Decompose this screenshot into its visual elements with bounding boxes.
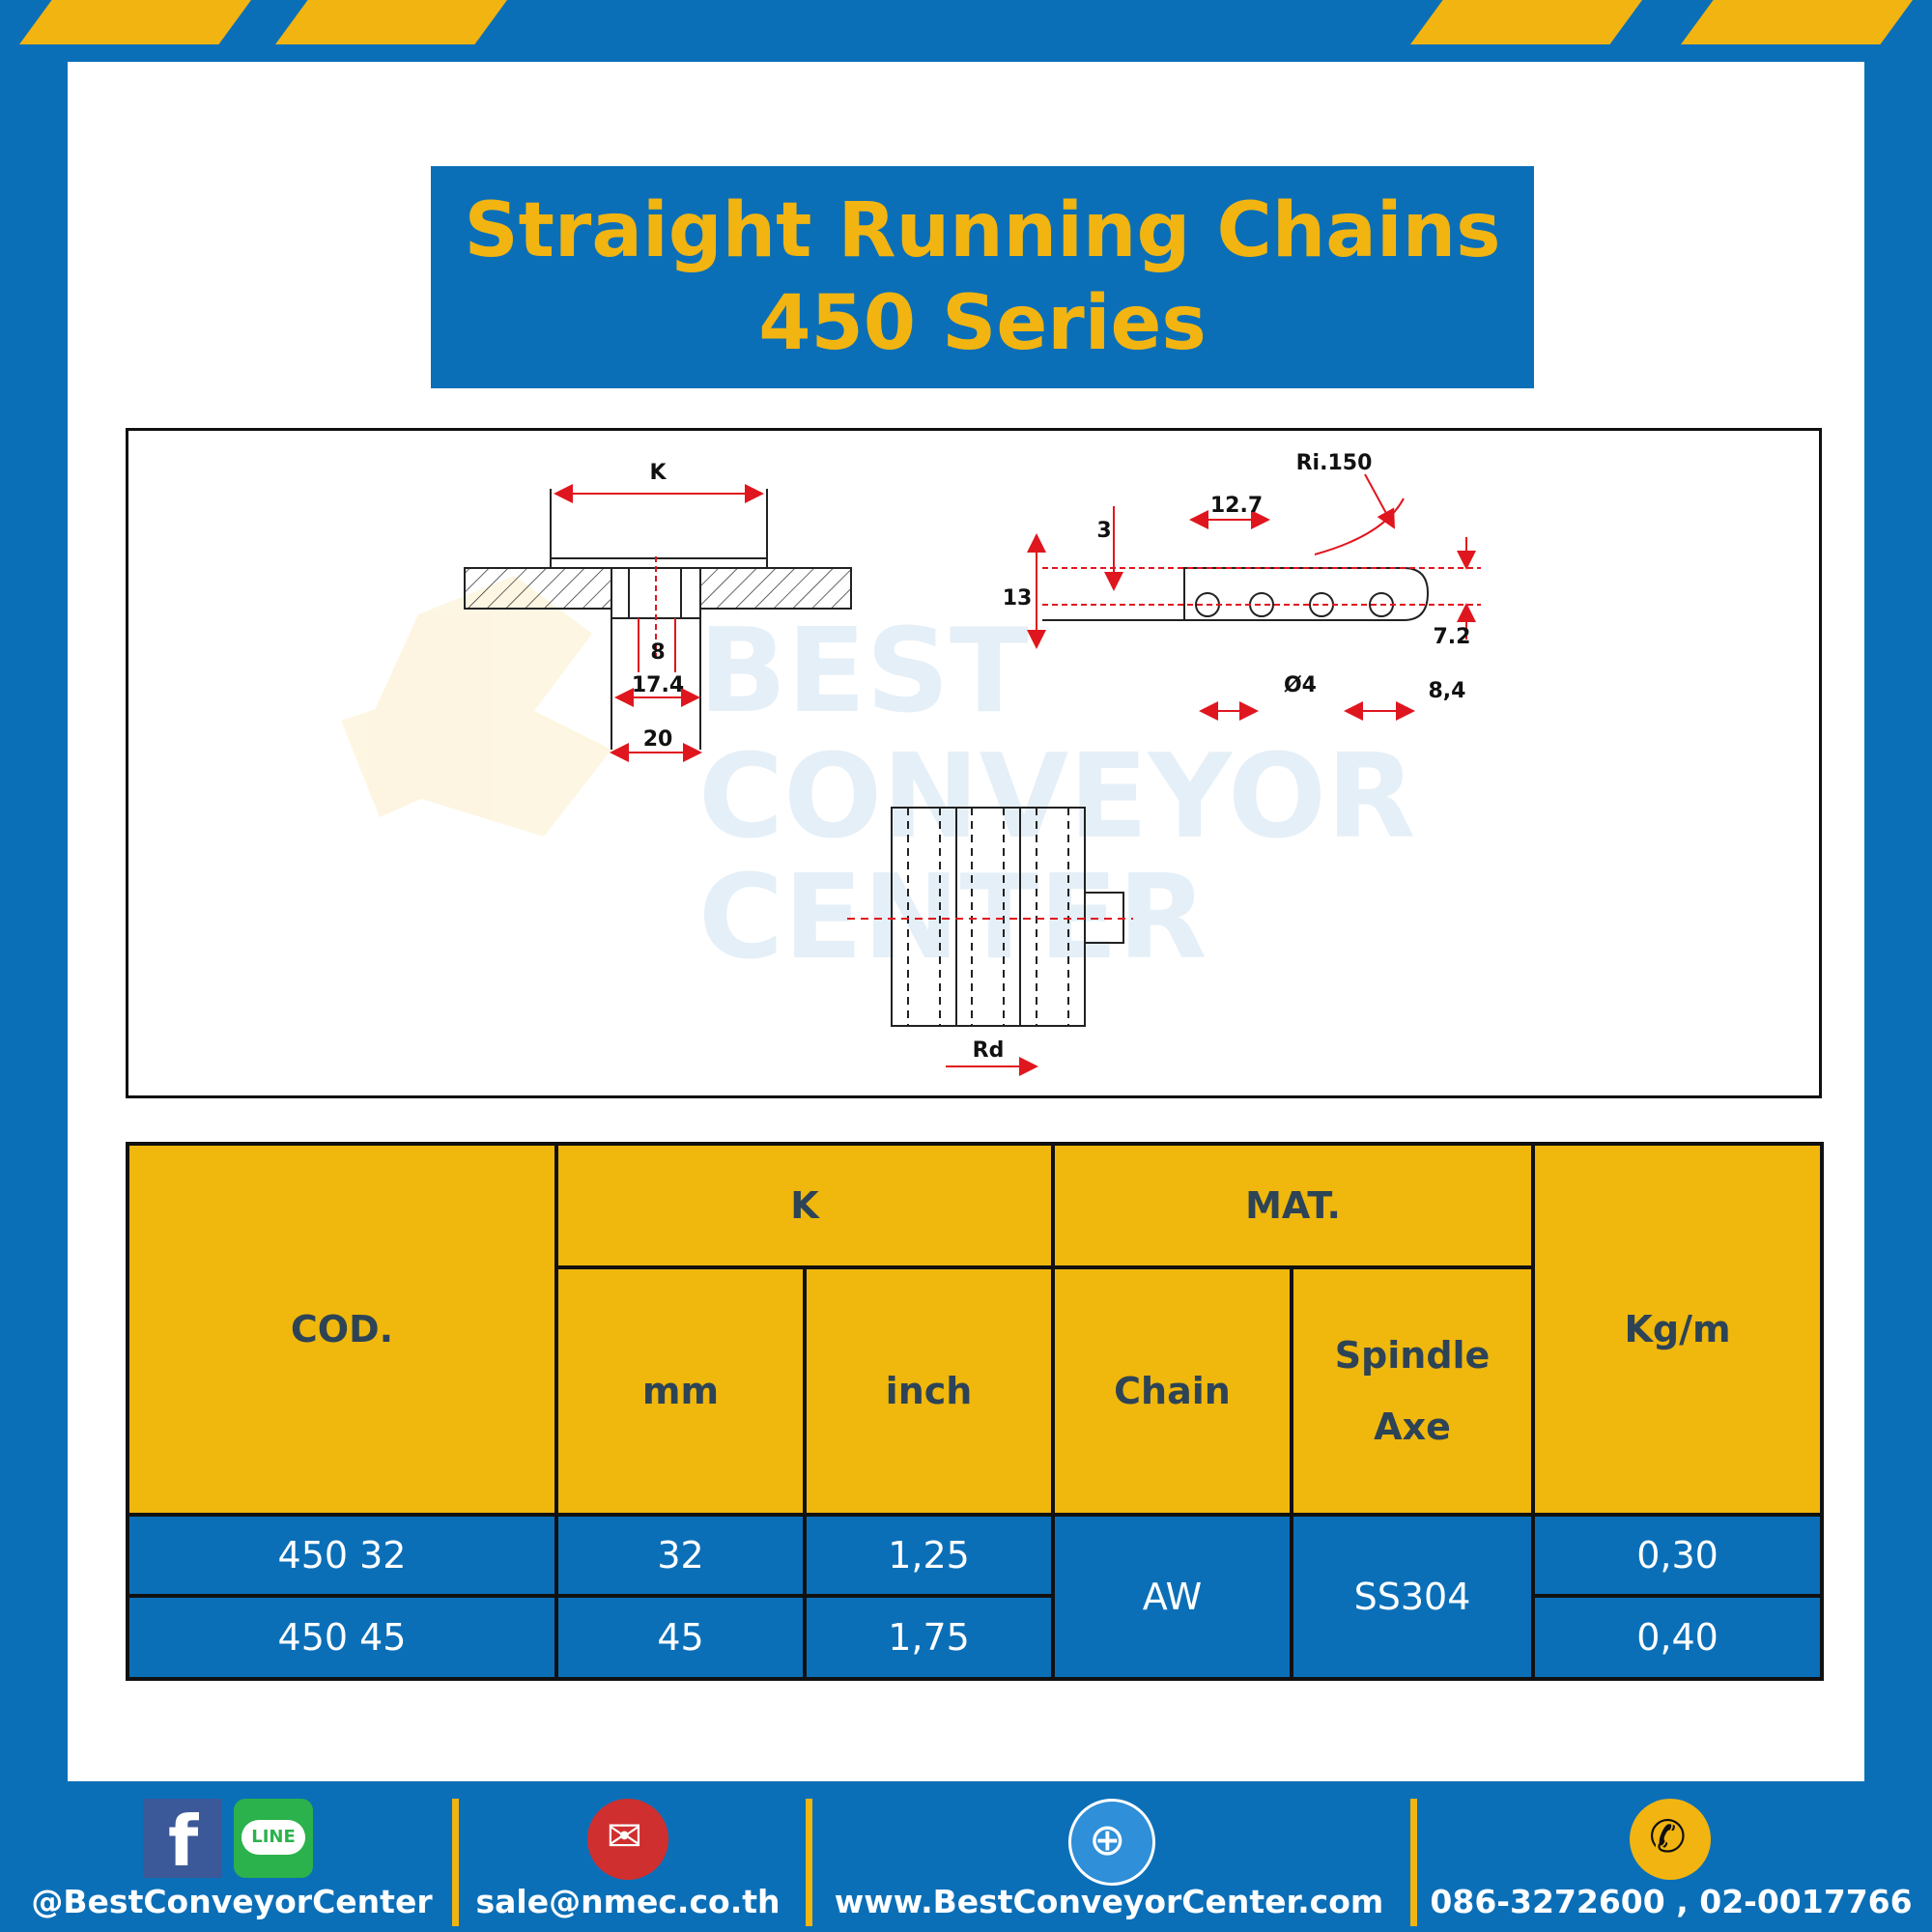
header-spindle: Spindle — [1334, 1334, 1491, 1377]
svg-text:CONVEYOR: CONVEYOR — [698, 730, 1415, 865]
line-icon[interactable]: LINE — [234, 1799, 313, 1878]
table-row: 450 32 32 1,25 AW SS304 0,30 — [126, 1513, 1825, 1681]
email-icon[interactable]: ✉ — [587, 1799, 668, 1880]
header-inch: inch — [802, 1265, 1056, 1517]
header-mm: mm — [554, 1265, 807, 1517]
side-view-labels: Ri.150 12.7 3 13 7.2 Ø4 8,4 — [1003, 451, 1471, 703]
line-icon-text: LINE — [242, 1820, 305, 1855]
front-view — [464, 484, 852, 762]
facebook-icon[interactable]: f — [143, 1799, 222, 1882]
footer-divider — [806, 1799, 812, 1926]
dim-20: 20 — [643, 727, 673, 752]
spec-table: COD. K MAT. Kg/m mm inch Chain Spindle A… — [126, 1142, 1825, 1681]
cell-kgm: 0,40 — [1531, 1594, 1825, 1681]
dim-8-4: 8,4 — [1429, 679, 1466, 703]
dim-radius: Ri.150 — [1296, 451, 1373, 475]
contact-footer: f LINE @BestConveyorCenter ✉ sale@nmec.c… — [0, 1795, 1932, 1932]
cell-cod: 450 32 — [126, 1513, 558, 1598]
cell-spindle-mat: SS304 — [1290, 1513, 1536, 1681]
dim-3: 3 — [1096, 519, 1111, 543]
top-stripe — [1410, 0, 1642, 44]
title-banner: Straight Running Chains 450 Series — [431, 166, 1534, 388]
website-url[interactable]: www.BestConveyorCenter.com — [834, 1883, 1384, 1920]
cell-cod: 450 45 — [126, 1594, 558, 1681]
footer-divider — [452, 1799, 459, 1926]
cell-chain-mat: AW — [1051, 1513, 1294, 1681]
dim-rd: Rd — [973, 1038, 1005, 1063]
drawing-canvas: BEST CONVEYOR CENTER K 8 17.4 20 — [341, 451, 1481, 1076]
svg-text:BEST: BEST — [698, 605, 1029, 739]
top-stripe — [275, 0, 507, 44]
social-handle[interactable]: @BestConveyorCenter — [31, 1883, 433, 1920]
footer-social[interactable]: f LINE @BestConveyorCenter — [19, 1795, 444, 1932]
dim-13: 13 — [1003, 586, 1033, 611]
header-spindle-axe: Spindle Axe — [1290, 1265, 1536, 1517]
svg-text:CENTER: CENTER — [698, 851, 1208, 985]
cell-mm: 32 — [554, 1513, 807, 1598]
globe-icon[interactable]: ⊕ — [1068, 1799, 1155, 1886]
dim-17-4: 17.4 — [632, 673, 684, 697]
footer-divider — [1410, 1799, 1417, 1926]
header-cod: COD. — [126, 1142, 558, 1517]
table-row: 450 45 45 1,75 0,40 — [126, 1594, 1825, 1681]
phone-icon[interactable]: ✆ — [1630, 1799, 1711, 1880]
watermark-logo — [341, 576, 611, 837]
dim-8: 8 — [650, 640, 665, 665]
cell-mm: 45 — [554, 1594, 807, 1681]
footer-email[interactable]: ✉ sale@nmec.co.th — [464, 1795, 792, 1932]
front-view-labels: K 8 17.4 20 — [632, 461, 684, 752]
dim-pitch: 12.7 — [1210, 494, 1263, 518]
header-mat: MAT. — [1051, 1142, 1536, 1269]
email-address[interactable]: sale@nmec.co.th — [475, 1883, 781, 1920]
side-view — [1027, 473, 1481, 721]
phone-numbers[interactable]: 086-3272600 , 02-0017766 — [1430, 1883, 1913, 1920]
cell-kgm: 0,30 — [1531, 1513, 1825, 1598]
header-chain: Chain — [1051, 1265, 1294, 1517]
title-line-2: 450 Series — [758, 280, 1207, 367]
dim-pin: Ø4 — [1284, 673, 1317, 697]
header-k: K — [554, 1142, 1056, 1269]
cell-inch: 1,25 — [802, 1513, 1056, 1598]
title-line-1: Straight Running Chains — [464, 187, 1501, 274]
dim-7-2: 7.2 — [1434, 625, 1471, 649]
footer-phone[interactable]: ✆ 086-3272600 , 02-0017766 — [1425, 1795, 1918, 1932]
dim-k: K — [649, 461, 667, 485]
cell-inch: 1,75 — [802, 1594, 1056, 1681]
top-stripe — [19, 0, 251, 44]
header-axe: Axe — [1374, 1406, 1451, 1448]
watermark-text: BEST CONVEYOR CENTER — [698, 605, 1415, 985]
top-view — [847, 807, 1133, 1076]
footer-website[interactable]: ⊕ www.BestConveyorCenter.com — [819, 1795, 1399, 1932]
top-stripe — [1681, 0, 1913, 44]
technical-drawing: BEST CONVEYOR CENTER K 8 17.4 20 — [126, 428, 1822, 1098]
header-kgm: Kg/m — [1531, 1142, 1825, 1517]
